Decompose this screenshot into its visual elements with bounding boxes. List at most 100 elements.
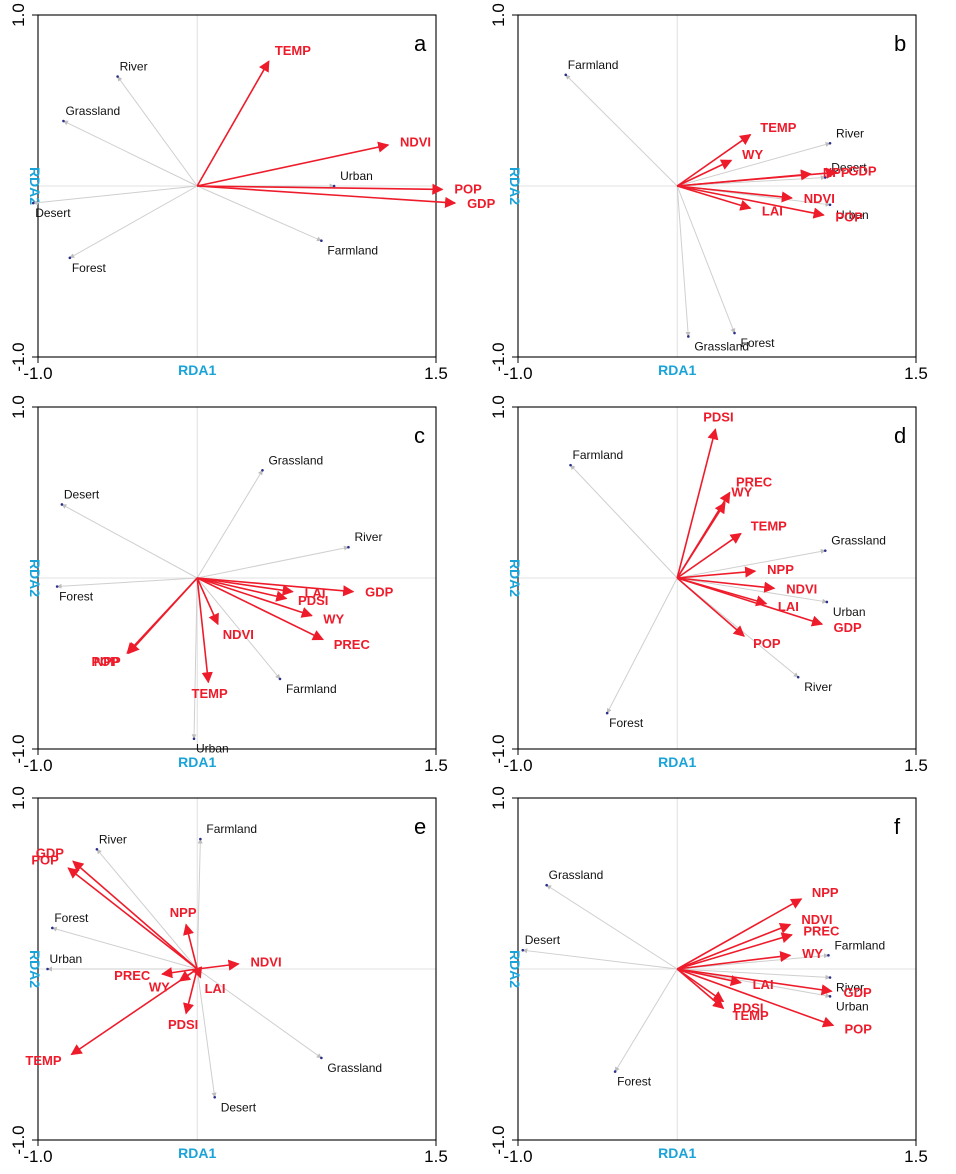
land-use-point — [569, 463, 572, 467]
environment-arrow — [677, 185, 825, 219]
y-tick-label: -1.0 — [9, 1125, 28, 1154]
environment-arrow — [72, 860, 198, 970]
land-use-arrow — [51, 926, 198, 970]
environment-label: NDVI — [400, 134, 431, 149]
environment-arrow — [197, 577, 288, 602]
environment-arrow — [676, 898, 803, 970]
land-use-arrow — [606, 577, 678, 714]
environment-label: WY — [731, 485, 752, 500]
land-use-arrow — [191, 577, 198, 740]
environment-label: PDSI — [703, 410, 733, 425]
panel-d: -1.0 1.5 1.0 -1.0 RDA1 RDA2 d Farmland Grassland… — [489, 395, 928, 775]
land-use-label: Farmland — [206, 822, 257, 836]
land-use-arrow — [196, 968, 217, 1098]
environment-label: NDVI — [804, 191, 835, 206]
land-use-point — [199, 837, 202, 841]
x-axis-label: RDA1 — [658, 754, 696, 770]
plot-frame — [37, 406, 437, 750]
land-use-label: Farmland — [286, 682, 337, 696]
plot-frame — [517, 406, 917, 750]
environment-arrow — [676, 923, 792, 970]
environment-label: GDP — [844, 985, 873, 1000]
land-use-point — [825, 600, 829, 604]
environment-label: GDP — [36, 845, 65, 860]
x-axis-label: RDA1 — [178, 1145, 216, 1161]
land-use-arrow — [677, 968, 831, 980]
land-use-point — [347, 545, 350, 549]
land-use-point — [613, 1070, 617, 1073]
environment-label: PREC — [803, 923, 840, 938]
land-use-point — [320, 239, 323, 243]
land-use-arrow — [522, 948, 678, 970]
land-use-arrow — [63, 120, 198, 187]
panel-c: -1.0 1.5 1.0 -1.0 RDA1 RDA2 c Desert Grassland Ri… — [9, 395, 448, 775]
environment-label: NPP — [94, 654, 121, 669]
environment-arrow — [676, 532, 742, 579]
x-axis-label: RDA1 — [178, 754, 216, 770]
land-use-label: River — [836, 981, 864, 995]
environment-label: LAI — [753, 977, 774, 992]
environment-arrow — [196, 577, 313, 618]
environment-arrow — [676, 501, 726, 579]
environment-label: PDSI — [298, 593, 328, 608]
land-use-point — [605, 711, 609, 715]
environment-label: WY — [323, 611, 344, 626]
x-tick-label: -1.0 — [503, 1147, 532, 1166]
land-use-point — [733, 331, 736, 335]
environment-label: GDP — [848, 163, 877, 178]
land-use-label: Urban — [836, 999, 869, 1013]
environment-arrow — [676, 185, 752, 211]
land-use-point — [46, 967, 49, 971]
land-use-arrow — [61, 504, 198, 579]
environment-arrow — [197, 959, 240, 971]
land-use-label: Urban — [196, 742, 229, 756]
land-use-point — [828, 203, 832, 207]
x-tick-label: 1.5 — [424, 756, 448, 775]
x-tick-label: 1.5 — [904, 1147, 928, 1166]
panel-letter: b — [894, 31, 906, 56]
panel-letter: c — [414, 423, 425, 448]
y-axis-label: RDA2 — [507, 950, 523, 988]
land-use-label: Forest — [609, 716, 644, 730]
panel-b: -1.0 1.5 1.0 -1.0 RDA1 RDA2 b Farmland River Dese… — [489, 3, 928, 383]
land-use-label: Forest — [72, 261, 107, 275]
environment-label: GDP — [467, 196, 496, 211]
y-tick-label: 1.0 — [489, 395, 508, 419]
land-use-point — [796, 675, 800, 679]
land-use-arrow — [56, 577, 198, 589]
land-use-label: Desert — [221, 1100, 257, 1114]
y-tick-label: 1.0 — [9, 786, 28, 810]
land-use-label: Desert — [831, 160, 867, 174]
land-use-label: Grassland — [549, 868, 604, 882]
environment-label: NPP — [767, 562, 794, 577]
environment-label: PDSI — [168, 1017, 198, 1032]
land-use-point — [521, 948, 525, 952]
land-use-arrow — [677, 968, 831, 999]
y-tick-label: -1.0 — [9, 342, 28, 371]
environment-arrow — [676, 159, 733, 187]
land-use-point — [68, 256, 72, 260]
land-use-point — [564, 73, 568, 77]
environment-label: WY — [802, 946, 823, 961]
y-axis-label: RDA2 — [507, 559, 523, 597]
land-use-point — [828, 976, 832, 979]
panel-letter: a — [414, 31, 427, 56]
environment-label: PREC — [736, 474, 773, 489]
panel-letter: f — [894, 814, 901, 839]
environment-arrow — [197, 185, 457, 209]
land-use-arrow — [565, 74, 678, 187]
y-tick-label: -1.0 — [489, 1125, 508, 1154]
environment-arrow — [197, 577, 355, 597]
land-use-point — [261, 468, 264, 472]
environment-arrow — [676, 577, 824, 627]
land-use-arrow — [196, 838, 203, 970]
x-tick-label: -1.0 — [503, 756, 532, 775]
land-use-arrow — [69, 185, 198, 259]
land-use-point — [828, 995, 832, 998]
land-use-point — [320, 1056, 323, 1060]
y-tick-label: -1.0 — [489, 734, 508, 763]
environment-arrow — [677, 167, 838, 187]
environment-arrow — [183, 923, 198, 970]
land-use-arrow — [676, 185, 736, 334]
land-use-label: River — [354, 530, 382, 544]
